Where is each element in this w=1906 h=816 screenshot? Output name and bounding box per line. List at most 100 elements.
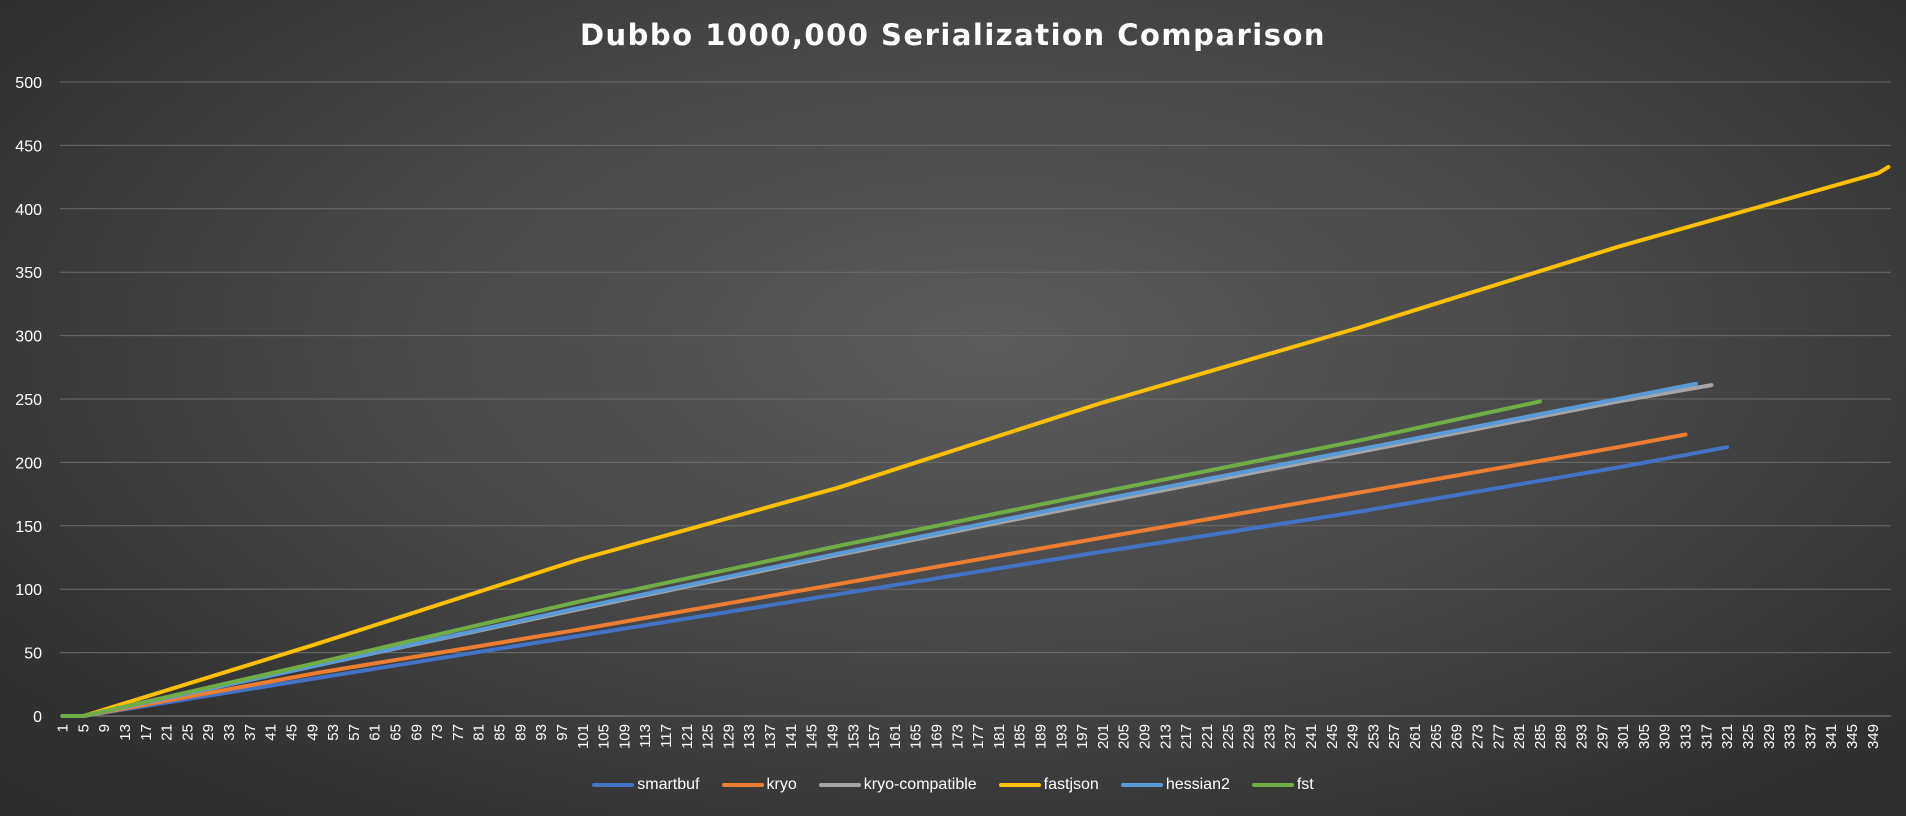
x-tick-label: 213 — [1157, 724, 1174, 749]
x-tick-label: 273 — [1469, 724, 1486, 749]
x-tick-label: 333 — [1782, 724, 1799, 749]
y-tick-label: 200 — [15, 455, 42, 472]
chart-title: Dubbo 1000,000 Serialization Comparison — [579, 18, 1327, 52]
x-tick-label: 113 — [637, 724, 654, 748]
x-tick-label: 349 — [1865, 724, 1882, 749]
legend-item: fst — [1251, 776, 1314, 794]
legend-swatch — [721, 783, 764, 787]
x-tick-label: 33 — [221, 724, 238, 741]
legend-item: fastjson — [998, 776, 1099, 794]
legend-item: hessian2 — [1120, 776, 1230, 794]
x-tick-label: 53 — [325, 724, 342, 741]
x-tick-label: 13 — [117, 724, 134, 741]
y-tick-label: 100 — [15, 582, 42, 599]
x-tick-label: 345 — [1844, 724, 1861, 749]
x-tick-label: 117 — [658, 724, 675, 748]
x-tick-label: 305 — [1636, 724, 1653, 749]
x-tick-label: 221 — [1199, 724, 1216, 749]
x-tick-label: 185 — [1012, 724, 1029, 749]
x-tick-label: 177 — [970, 724, 987, 749]
y-tick-label: 50 — [24, 646, 42, 663]
x-tick-label: 129 — [720, 724, 737, 749]
x-tick-label: 85 — [492, 724, 509, 741]
legend-swatch — [592, 783, 635, 787]
x-tick-label: 161 — [887, 724, 904, 749]
x-tick-label: 301 — [1615, 724, 1632, 749]
x-tick-label: 337 — [1802, 724, 1819, 749]
series-line-fastjson — [60, 165, 1891, 718]
x-tick-label: 281 — [1511, 724, 1528, 749]
x-tick-label: 313 — [1678, 724, 1695, 749]
x-tick-label: 341 — [1823, 724, 1840, 749]
x-tick-label: 229 — [1241, 724, 1258, 749]
legend-label: fst — [1296, 776, 1314, 793]
x-tick-label: 121 — [679, 724, 696, 749]
y-tick-label: 350 — [15, 265, 42, 282]
x-tick-label: 205 — [1116, 724, 1133, 749]
x-tick-label: 265 — [1428, 724, 1445, 749]
x-tick-label: 261 — [1407, 724, 1424, 749]
x-tick-label: 189 — [1033, 724, 1050, 749]
x-tick-label: 233 — [1261, 724, 1278, 749]
x-tick-label: 61 — [367, 724, 384, 741]
x-tick-label: 77 — [450, 724, 467, 741]
x-tick-label: 81 — [471, 724, 488, 741]
x-tick-label: 133 — [741, 724, 758, 749]
x-tick-label: 209 — [1137, 724, 1154, 749]
legend-item: smartbuf — [592, 776, 700, 794]
x-tick-label: 57 — [346, 724, 363, 741]
x-tick-label: 181 — [991, 724, 1008, 749]
y-tick-label: 500 — [15, 75, 42, 92]
x-tick-label: 25 — [179, 724, 196, 741]
legend-label: kryo — [766, 776, 797, 793]
legend-item: kryo — [721, 776, 797, 794]
x-tick-label: 49 — [304, 724, 321, 741]
x-tick-label: 97 — [554, 724, 571, 741]
series-line-kryo — [60, 432, 1688, 718]
x-tick-label: 21 — [159, 724, 176, 741]
y-tick-label: 450 — [15, 138, 42, 155]
x-tick-label: 297 — [1594, 724, 1611, 749]
x-tick-label: 253 — [1365, 724, 1382, 749]
x-tick-label: 217 — [1178, 724, 1195, 749]
x-tick-label: 29 — [200, 724, 217, 741]
x-tick-label: 269 — [1449, 724, 1466, 749]
x-tick-label: 109 — [616, 724, 633, 749]
x-tick-label: 321 — [1719, 724, 1736, 749]
x-tick-label: 5 — [75, 724, 92, 732]
x-tick-label: 93 — [533, 724, 550, 741]
x-tick-label: 245 — [1324, 724, 1341, 749]
x-tick-label: 169 — [928, 724, 945, 749]
x-tick-label: 41 — [263, 724, 280, 741]
y-tick-label: 150 — [15, 519, 42, 536]
series-line-fst — [60, 399, 1542, 718]
x-tick-label: 89 — [512, 724, 529, 741]
x-tick-label: 105 — [596, 724, 613, 749]
x-tick-label: 153 — [845, 724, 862, 749]
y-tick-label: 400 — [15, 202, 42, 219]
x-tick-label: 1 — [55, 724, 72, 732]
x-tick-label: 149 — [824, 724, 841, 749]
legend-label: kryo-compatible — [863, 776, 977, 793]
x-tick-label: 325 — [1740, 724, 1757, 749]
x-tick-label: 257 — [1386, 724, 1403, 749]
x-tick-label: 137 — [762, 724, 779, 749]
x-tick-label: 65 — [388, 724, 405, 741]
legend: smartbuf kryo kryo-compatible fastjson hessi… — [0, 776, 1906, 794]
x-tick-label: 173 — [949, 724, 966, 749]
x-tick-label: 285 — [1532, 724, 1549, 749]
x-tick-label: 193 — [1053, 724, 1070, 749]
legend-swatch — [998, 783, 1041, 787]
legend-label: fastjson — [1043, 776, 1099, 793]
legend-item: kryo-compatible — [818, 776, 977, 794]
legend-swatch — [1120, 783, 1163, 787]
x-tick-label: 241 — [1303, 724, 1320, 749]
x-tick-label: 237 — [1282, 724, 1299, 749]
x-tick-label: 101 — [575, 724, 592, 749]
x-tick-label: 9 — [96, 724, 113, 732]
x-tick-label: 45 — [283, 724, 300, 741]
y-tick-label: 250 — [15, 392, 42, 409]
legend-label: smartbuf — [637, 776, 700, 793]
